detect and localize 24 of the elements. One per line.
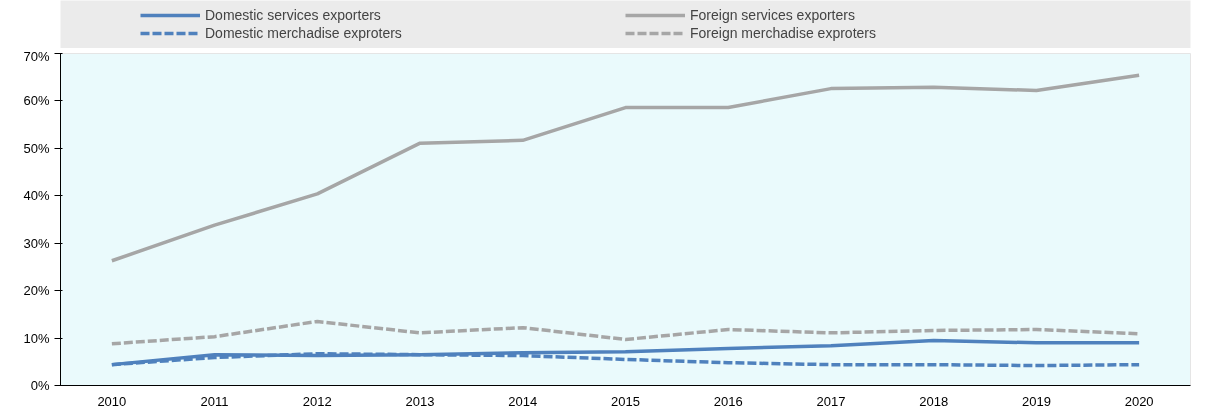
y-tick-label: 50%: [23, 140, 50, 156]
y-tick-label: 60%: [23, 93, 50, 109]
y-tick-label: 20%: [23, 283, 50, 299]
y-tick-label: 30%: [23, 235, 50, 251]
x-tick-label: 2017: [816, 393, 846, 409]
x-tick-label: 2020: [1124, 393, 1154, 409]
x-tick-label: 2018: [919, 393, 949, 409]
y-tick-label: 70%: [23, 48, 50, 64]
x-tick-label: 2019: [1021, 393, 1051, 409]
line-series: [110, 73, 1141, 263]
legend-label: Foreign merchadise exproters: [690, 24, 877, 42]
x-tick-label: 2011: [200, 393, 229, 409]
x-tick-label: 2012: [302, 393, 332, 409]
y-tick-label: 0%: [30, 378, 50, 393]
x-tick-label: 2015: [611, 393, 640, 409]
legend-label: Foreign services exporters: [690, 6, 856, 24]
x-tick-label: 2014: [508, 393, 538, 409]
y-tick-label: 40%: [23, 188, 50, 204]
x-tick-label: 2013: [405, 393, 435, 409]
x-tick-label: 2016: [713, 393, 743, 409]
legend-label: Domestic services exporters: [205, 6, 382, 24]
y-tick-label: 10%: [23, 330, 50, 346]
x-tick-label: 2010: [97, 393, 127, 409]
legend-label: Domestic merchadise exproters: [205, 24, 403, 42]
